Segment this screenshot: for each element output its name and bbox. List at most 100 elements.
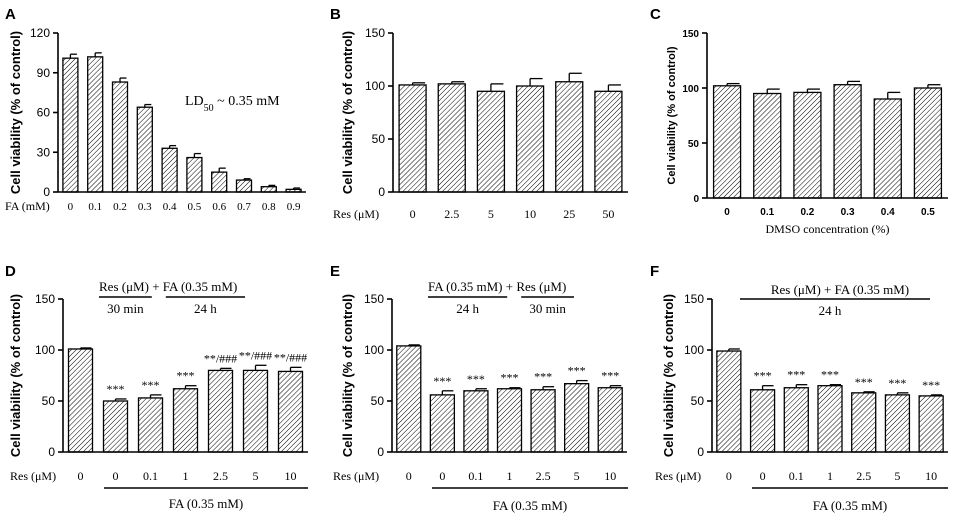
panel-letter-d: D xyxy=(5,263,16,280)
bar-e-2 xyxy=(463,390,489,453)
x-axis-prefix-label: FA (mM) xyxy=(5,199,50,213)
bar-f-4 xyxy=(851,392,877,453)
group-label: FA (0.35 mM) xyxy=(493,498,568,513)
x-tick-label: 0.7 xyxy=(237,201,251,213)
x-axis-prefix-label: Res (μM) xyxy=(333,207,379,221)
bar-c-2 xyxy=(793,91,822,199)
bar-e-4 xyxy=(530,389,556,453)
significance-label: *** xyxy=(601,369,619,383)
y-axis-label: Cell viability (% of control) xyxy=(8,31,23,194)
y-tick-label: 100 xyxy=(35,343,55,357)
bar-d-2 xyxy=(137,397,164,453)
panel-letter-f: F xyxy=(650,263,659,280)
panel-b: 0 50 100 150 0 2.5 5 10 25 50 Cell viability (% of… xyxy=(333,26,628,221)
y-tick-label: 120 xyxy=(30,26,50,40)
y-tick-label: 50 xyxy=(688,139,700,150)
x-tick-label: 0.3 xyxy=(841,207,855,218)
bar-e-6 xyxy=(597,387,623,453)
y-tick-label: 150 xyxy=(364,292,384,306)
x-tick-label: 2.5 xyxy=(444,207,459,221)
significance-label: *** xyxy=(568,364,586,378)
bar-f-0 xyxy=(716,350,742,453)
significance-label: *** xyxy=(922,378,940,392)
bar-b-2 xyxy=(476,90,506,193)
panel-c: 0 50 100 150 0 0.1 0.2 0.3 0.4 0.5 Cell viability … xyxy=(666,29,948,236)
x-tick-label: 0.1 xyxy=(88,201,102,213)
significance-label: *** xyxy=(142,378,160,392)
panel-d: 0 50 100 150 0 *** 0 *** 0.1 *** 1 **/### 2.5 **/### 5… xyxy=(8,279,308,511)
bar-b-1 xyxy=(437,83,466,193)
ld50-annotation: LD50 ~ 0.35 mM xyxy=(185,94,280,114)
significance-label: *** xyxy=(754,369,772,383)
significance-label: *** xyxy=(787,368,805,382)
panel-letter-e: E xyxy=(330,263,340,280)
significance-label: *** xyxy=(177,369,195,383)
y-axis-label: Cell viability (% of control) xyxy=(340,294,355,457)
panel-letter-c: C xyxy=(650,6,661,23)
bar-d-1 xyxy=(102,400,129,453)
x-tick-label: 2.5 xyxy=(213,469,228,483)
bar-f-1 xyxy=(749,389,776,453)
bar-c-5 xyxy=(913,87,943,199)
bar-b-4 xyxy=(555,81,584,193)
y-tick-label: 100 xyxy=(682,84,699,95)
y-axis-label: Cell viability (% of control) xyxy=(8,294,23,457)
bar-b-5 xyxy=(594,90,623,193)
bar-d-3 xyxy=(172,388,199,453)
y-tick-label: 50 xyxy=(42,394,56,408)
x-tick-label: 0 xyxy=(760,469,766,483)
x-axis-prefix-label: Res (μM) xyxy=(10,469,56,483)
x-tick-label: 0.8 xyxy=(262,201,276,213)
x-tick-label: 0.1 xyxy=(468,469,483,483)
y-axis-label: Cell viability (% of control) xyxy=(340,31,355,194)
y-tick-label: 100 xyxy=(684,343,704,357)
x-tick-label: 0 xyxy=(726,469,732,483)
bar-e-1 xyxy=(429,394,456,453)
treatment-time-first: 30 min xyxy=(107,301,144,316)
x-tick-label: 1 xyxy=(827,469,833,483)
y-tick-label: 50 xyxy=(372,132,386,146)
treatment-time-second: 24 h xyxy=(194,301,217,316)
x-tick-label: 0.4 xyxy=(163,201,177,213)
bar-b-3 xyxy=(515,85,545,193)
bar-d-5 xyxy=(242,369,269,453)
x-tick-label: 0 xyxy=(78,469,84,483)
x-tick-label: 2.5 xyxy=(856,469,871,483)
treatment-label: Res (μM) + FA (0.35 mM) xyxy=(771,282,909,297)
bar-d-6 xyxy=(277,370,304,453)
bar-e-5 xyxy=(563,383,590,453)
group-label: FA (0.35 mM) xyxy=(813,498,888,513)
x-tick-label: 0.4 xyxy=(881,207,895,218)
y-tick-label: 150 xyxy=(35,292,55,306)
y-tick-label: 0 xyxy=(697,445,704,459)
y-tick-label: 0 xyxy=(377,445,384,459)
bar-c-4 xyxy=(873,98,902,199)
x-tick-label: 0.2 xyxy=(800,207,814,218)
bar-d-0 xyxy=(67,348,94,453)
bar-c-3 xyxy=(833,84,862,199)
x-tick-label: 0.5 xyxy=(188,201,202,213)
x-tick-label: 0.1 xyxy=(760,207,774,218)
bar-a-3 xyxy=(136,106,153,193)
treatment-label: FA (0.35 mM) + Res (μM) xyxy=(428,279,566,294)
treatment-time-second: 30 min xyxy=(529,301,566,316)
y-tick-label: 0 xyxy=(693,194,699,205)
x-tick-label: 0.2 xyxy=(113,201,127,213)
y-tick-label: 0 xyxy=(43,185,50,199)
bar-b-0 xyxy=(398,84,427,193)
x-tick-label: 5 xyxy=(488,207,494,221)
bar-e-3 xyxy=(496,388,523,453)
y-tick-label: 0 xyxy=(48,445,55,459)
y-axis-label: Cell viability (% of control) xyxy=(661,294,676,457)
panel-e: 0 50 100 150 0 *** 0 *** 0.1 *** 1 *** 2.5 *** 5 *** 10 C… xyxy=(333,279,628,513)
x-tick-label: 0.6 xyxy=(212,201,226,213)
x-tick-label: 25 xyxy=(563,207,575,221)
panel-f: 0 50 100 150 0 *** 0 *** 0.1 *** 1 *** 2.5 *** 5 *** 10 C… xyxy=(655,282,948,513)
x-tick-label: 1 xyxy=(183,469,189,483)
treatment-time-first: 24 h xyxy=(456,301,479,316)
y-tick-label: 0 xyxy=(378,185,385,199)
bar-c-0 xyxy=(712,85,742,199)
x-axis-prefix-label: Res (μM) xyxy=(655,469,701,483)
y-tick-label: 150 xyxy=(682,29,699,40)
significance-label: *** xyxy=(821,368,839,382)
